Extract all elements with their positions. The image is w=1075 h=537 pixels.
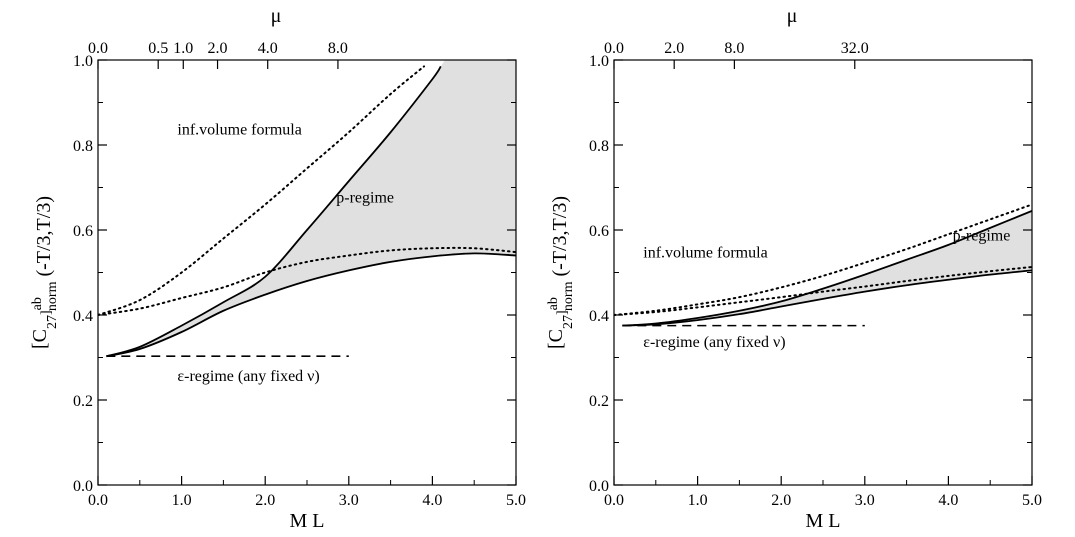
series-solid-1	[622, 269, 1032, 327]
y-tick-label: 0.4	[589, 308, 609, 325]
series-dotted-2	[98, 65, 426, 316]
y-axis-title-part: [C	[545, 329, 567, 349]
x-tick-label: 3.0	[339, 492, 359, 509]
annotation-label: inf.volume formula	[643, 245, 767, 262]
top-tick-label: 0.0	[604, 40, 624, 57]
series-dotted-2	[614, 203, 1032, 316]
y-axis-title-part: [C	[29, 329, 51, 349]
y-tick-label: 0.6	[589, 223, 609, 240]
x-axis-title: M L	[806, 510, 841, 532]
x-tick-label: 0.0	[604, 492, 624, 509]
p-regime-shaded-region	[106, 60, 516, 357]
y-axis-title-part: ]	[555, 310, 570, 315]
top-axis-title-mu: μ	[271, 5, 282, 27]
top-tick-label: 2.0	[664, 40, 684, 57]
top-tick-label: 8.0	[328, 40, 348, 57]
y-axis-title-part: 27	[561, 315, 576, 329]
y-axis-title-part: norm	[561, 281, 576, 311]
x-tick-label: 3.0	[855, 492, 875, 509]
y-axis-title-part: norm	[45, 281, 60, 311]
y-axis-title: [C27]abnorm (-T/3,T/3)	[545, 196, 576, 349]
x-axis-title: M L	[290, 510, 325, 532]
plot-area	[614, 203, 1032, 327]
x-tick-label: 2.0	[771, 492, 791, 509]
x-tick-label: 0.0	[88, 492, 108, 509]
x-tick-label: 2.0	[255, 492, 275, 509]
y-tick-label: 0.4	[73, 308, 93, 325]
top-tick-label: 4.0	[258, 40, 278, 57]
series-solid-0	[106, 65, 442, 358]
y-axis-title-part: (-T/3,T/3)	[33, 196, 55, 282]
top-tick-label: 1.0	[173, 40, 193, 57]
y-tick-label: 1.0	[73, 53, 93, 70]
y-tick-label: 0.0	[589, 478, 609, 495]
y-tick-label: 0.6	[73, 223, 93, 240]
right-chart-panel: 0.0 1.0 2.0 3.0 4.0 5.00.00.20.40.60.81.00.0 2…	[545, 5, 1042, 532]
y-tick-label: 0.2	[73, 393, 93, 410]
annotation-label: p-regime	[953, 228, 1011, 245]
annotation-label: ε-regime (any fixed ν)	[177, 368, 319, 385]
x-tick-label: 4.0	[938, 492, 958, 509]
top-tick-label: 32.0	[841, 40, 869, 57]
y-tick-label: 0.8	[73, 138, 93, 155]
y-tick-label: 0.2	[589, 393, 609, 410]
plot-area	[98, 60, 516, 358]
y-axis-title-part: 27	[45, 315, 60, 329]
x-tick-label: 1.0	[688, 492, 708, 509]
series-solid-0	[622, 210, 1032, 327]
y-axis-title-part: ]	[39, 310, 54, 315]
annotation-label: p-regime	[336, 189, 394, 206]
annotation-label: ε-regime (any fixed ν)	[643, 334, 785, 351]
annotation-label: inf.volume formula	[177, 121, 301, 138]
series-dotted-3	[614, 265, 1032, 316]
series-solid-1	[106, 252, 516, 358]
x-tick-label: 5.0	[1022, 492, 1042, 509]
top-tick-label: 0.5	[148, 40, 168, 57]
y-tick-label: 0.0	[73, 478, 93, 495]
p-regime-shaded-region	[622, 210, 1032, 326]
y-axis-title-part: (-T/3,T/3)	[549, 196, 571, 282]
left-chart-panel: 0.0 1.0 2.0 3.0 4.0 5.00.00.20.40.60.81.00.0 0…	[29, 5, 526, 532]
y-tick-label: 1.0	[589, 53, 609, 70]
top-tick-label: 0.0	[88, 40, 108, 57]
y-axis-title: [C27]abnorm (-T/3,T/3)	[29, 196, 60, 349]
top-axis-title-mu: μ	[787, 5, 798, 27]
top-tick-label: 2.0	[208, 40, 228, 57]
x-tick-label: 1.0	[172, 492, 192, 509]
y-tick-label: 0.8	[589, 138, 609, 155]
series-dotted-3	[98, 246, 516, 316]
y-axis-title-part: ab	[30, 297, 45, 310]
x-tick-label: 4.0	[422, 492, 442, 509]
top-tick-label: 8.0	[724, 40, 744, 57]
y-axis-title-part: ab	[546, 297, 561, 310]
x-tick-label: 5.0	[506, 492, 526, 509]
